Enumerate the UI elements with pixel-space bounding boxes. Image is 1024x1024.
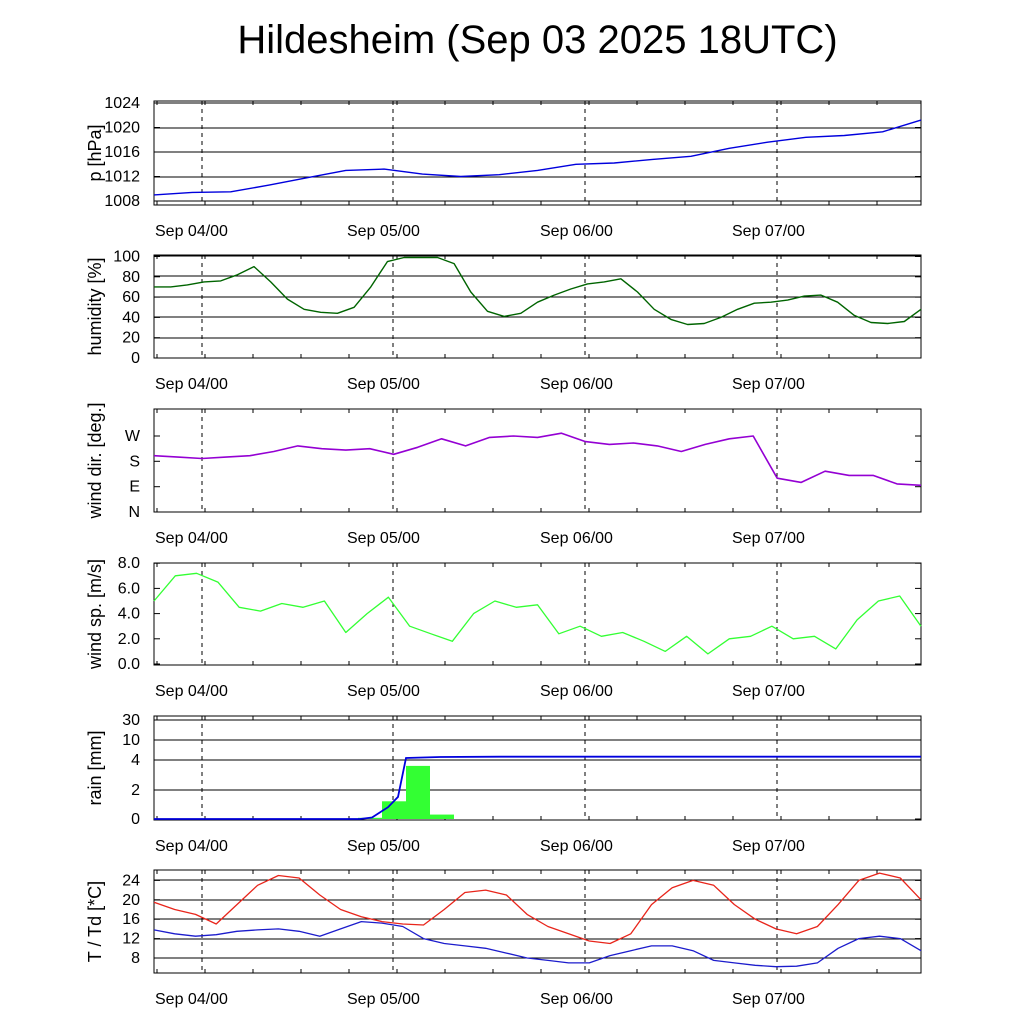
y-tick-label: 40 <box>122 309 140 326</box>
x-tick-label: Sep 07/00 <box>732 683 805 700</box>
y-tick-label: 24 <box>122 872 140 889</box>
x-tick-label: Sep 05/00 <box>347 376 420 393</box>
x-tick-label: Sep 06/00 <box>540 530 613 547</box>
pressure-line <box>153 119 922 196</box>
temperature-axis-label: T / Td [*C] <box>85 881 105 962</box>
x-tick-label: Sep 04/00 <box>155 376 228 393</box>
rain-axis-label: rain [mm] <box>85 730 105 805</box>
y-tick-label: 20 <box>122 330 140 347</box>
x-tick-label: Sep 06/00 <box>540 683 613 700</box>
y-tick-label: 0.0 <box>118 656 140 673</box>
wind-dir-axis-label: wind dir. [deg.] <box>85 402 105 519</box>
x-tick-label: Sep 04/00 <box>155 223 228 240</box>
y-tick-label: 0 <box>131 811 140 828</box>
x-tick-label: Sep 05/00 <box>347 223 420 240</box>
x-tick-label: Sep 07/00 <box>732 838 805 855</box>
y-tick-label: 100 <box>113 249 140 266</box>
y-tick-label: N <box>128 504 140 521</box>
x-tick-label: Sep 07/00 <box>732 530 805 547</box>
y-tick-label: 80 <box>122 269 140 286</box>
y-tick-label: 1024 <box>104 95 140 112</box>
dewpoint-line <box>153 920 922 968</box>
x-tick-label: Sep 04/00 <box>155 991 228 1008</box>
rain-accumulation-line <box>154 755 921 820</box>
wind-speed-axis-label: wind sp. [m/s] <box>85 559 105 670</box>
y-tick-label: 1012 <box>104 169 140 186</box>
panel-frame <box>153 562 922 666</box>
humidity-line <box>154 256 922 326</box>
y-tick-label: 8.0 <box>118 555 140 572</box>
x-tick-label: Sep 06/00 <box>540 838 613 855</box>
y-tick-label: 60 <box>122 289 140 306</box>
panel-frame <box>153 869 922 974</box>
y-tick-label: 30 <box>122 712 140 729</box>
y-tick-label: 1020 <box>104 120 140 137</box>
y-tick-label: 1016 <box>104 144 140 161</box>
chart-title: Hildesheim (Sep 03 2025 18UTC) <box>237 18 838 62</box>
x-tick-label: Sep 04/00 <box>155 838 228 855</box>
y-tick-label: 12 <box>122 931 140 948</box>
panel-frame <box>153 408 922 513</box>
y-tick-label: 1008 <box>104 193 140 210</box>
y-tick-label: 2 <box>131 782 140 799</box>
x-tick-label: Sep 04/00 <box>155 530 228 547</box>
y-tick-label: 2.0 <box>118 631 140 648</box>
x-tick-label: Sep 07/00 <box>732 376 805 393</box>
rain-bar <box>406 765 430 819</box>
wind-dir-line <box>153 432 922 487</box>
x-tick-label: Sep 05/00 <box>347 991 420 1008</box>
y-tick-label: 6.0 <box>118 580 140 597</box>
panel-frame <box>153 254 922 359</box>
x-tick-label: Sep 07/00 <box>732 991 805 1008</box>
pressure-axis-label: p [hPa] <box>85 124 105 181</box>
y-tick-label: 8 <box>131 950 140 967</box>
panel-frame <box>153 100 922 206</box>
x-tick-label: Sep 05/00 <box>347 530 420 547</box>
y-tick-label: 4.0 <box>118 606 140 623</box>
y-tick-label: S <box>129 453 140 470</box>
x-tick-label: Sep 06/00 <box>540 991 613 1008</box>
temperature-line <box>153 872 922 945</box>
y-tick-label: E <box>129 479 140 496</box>
humidity-axis-label: humidity [%] <box>85 257 105 355</box>
y-tick-label: 20 <box>122 892 140 909</box>
rain-bar <box>430 814 454 819</box>
x-tick-label: Sep 06/00 <box>540 376 613 393</box>
y-tick-label: 4 <box>131 752 140 769</box>
x-tick-label: Sep 06/00 <box>540 223 613 240</box>
y-tick-label: 10 <box>122 732 140 749</box>
wind-speed-line <box>153 572 922 655</box>
x-tick-label: Sep 05/00 <box>347 683 420 700</box>
x-tick-label: Sep 04/00 <box>155 683 228 700</box>
y-tick-label: 16 <box>122 911 140 928</box>
x-tick-label: Sep 07/00 <box>732 223 805 240</box>
rain-bar <box>382 801 406 819</box>
y-tick-label: W <box>125 428 141 445</box>
panel-frame <box>153 715 922 821</box>
x-tick-label: Sep 05/00 <box>347 838 420 855</box>
y-tick-label: 0 <box>131 350 140 367</box>
